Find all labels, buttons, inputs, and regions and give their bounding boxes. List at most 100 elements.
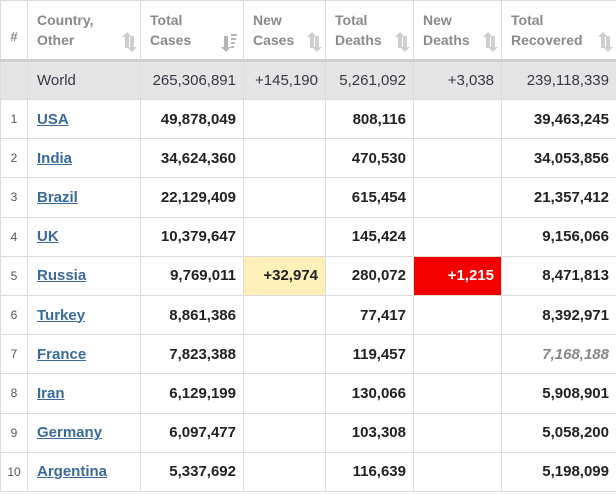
rank-cell: 10 — [0, 451, 28, 492]
country-link[interactable]: Germany — [37, 424, 103, 442]
country-cell: Germany — [27, 412, 141, 453]
rank-cell: 6 — [0, 294, 28, 336]
column-header-total-cases[interactable]: Total Cases — [140, 0, 244, 62]
country-cell: France — [27, 334, 141, 375]
sort-icon[interactable] — [598, 32, 613, 52]
total-recovered-cell: 5,198,099 — [501, 451, 616, 492]
table-row: 10 Argentina 5,337,692 116,639 5,198,099 — [0, 451, 616, 492]
country-link[interactable]: Russia — [37, 267, 87, 285]
total-recovered-cell: 239,118,339 — [501, 60, 616, 100]
total-deaths-cell: 145,424 — [325, 216, 414, 257]
total-deaths-cell: 280,072 — [325, 255, 414, 296]
country-cell: Turkey — [27, 294, 141, 336]
new-cases-cell: +145,190 — [243, 60, 326, 100]
sort-descending-icon[interactable] — [221, 34, 237, 52]
table-header-row: # Country, Other Total Cases New Cases T… — [0, 0, 616, 62]
rank-cell: 2 — [0, 138, 28, 179]
table-row: 6 Turkey 8,861,386 77,417 8,392,971 — [0, 294, 616, 336]
total-cases-cell: 5,337,692 — [140, 451, 244, 492]
new-deaths-cell — [413, 451, 502, 492]
total-cases-cell: 8,861,386 — [140, 294, 244, 336]
total-recovered-cell: 21,357,412 — [501, 177, 616, 218]
sort-icon[interactable] — [307, 32, 322, 52]
column-header-country[interactable]: Country, Other — [27, 0, 141, 62]
total-cases-cell: 9,769,011 — [140, 255, 244, 296]
rank-cell: 5 — [0, 255, 28, 296]
table-row: 3 Brazil 22,129,409 615,454 21,357,412 — [0, 177, 616, 218]
rank-cell: 3 — [0, 177, 28, 218]
total-recovered-cell: 5,908,901 — [501, 373, 616, 414]
total-deaths-cell: 116,639 — [325, 451, 414, 492]
total-recovered-cell: 39,463,245 — [501, 98, 616, 140]
new-cases-cell — [243, 334, 326, 375]
total-recovered-cell: 9,156,066 — [501, 216, 616, 257]
total-deaths-cell: 119,457 — [325, 334, 414, 375]
column-header-total-deaths[interactable]: Total Deaths — [325, 0, 414, 62]
country-link[interactable]: Brazil — [37, 188, 78, 206]
new-cases-cell — [243, 451, 326, 492]
total-cases-cell: 265,306,891 — [140, 60, 244, 100]
column-header-total-recovered[interactable]: Total Recovered — [501, 0, 616, 62]
country-link[interactable]: UK — [37, 228, 59, 246]
country-cell: Russia — [27, 255, 141, 296]
country-link[interactable]: France — [37, 345, 87, 363]
new-deaths-cell: +3,038 — [413, 60, 502, 100]
total-recovered-cell: 5,058,200 — [501, 412, 616, 453]
new-deaths-cell — [413, 373, 502, 414]
total-cases-cell: 6,129,199 — [140, 373, 244, 414]
sort-icon[interactable] — [483, 32, 498, 52]
new-cases-cell — [243, 98, 326, 140]
table-row: 7 France 7,823,388 119,457 7,168,188 — [0, 334, 616, 375]
country-cell: Brazil — [27, 177, 141, 218]
total-cases-cell: 10,379,647 — [140, 216, 244, 257]
new-cases-cell — [243, 294, 326, 336]
table-row: 4 UK 10,379,647 145,424 9,156,066 — [0, 216, 616, 257]
total-recovered-cell: 34,053,856 — [501, 138, 616, 179]
column-header-new-deaths[interactable]: New Deaths — [413, 0, 502, 62]
country-cell: USA — [27, 98, 141, 140]
rank-cell: 4 — [0, 216, 28, 257]
country-cell: World — [27, 60, 141, 100]
total-deaths-cell: 5,261,092 — [325, 60, 414, 100]
total-deaths-cell: 130,066 — [325, 373, 414, 414]
total-cases-cell: 49,878,049 — [140, 98, 244, 140]
new-deaths-cell — [413, 412, 502, 453]
total-deaths-cell: 470,530 — [325, 138, 414, 179]
rank-cell: 7 — [0, 334, 28, 375]
table-row: 9 Germany 6,097,477 103,308 5,058,200 — [0, 412, 616, 453]
new-cases-cell — [243, 138, 326, 179]
new-deaths-cell — [413, 334, 502, 375]
column-header-rank[interactable]: # — [0, 0, 28, 62]
country-link[interactable]: India — [37, 149, 73, 167]
country-link[interactable]: Turkey — [37, 306, 86, 324]
new-deaths-cell — [413, 177, 502, 218]
new-cases-cell — [243, 373, 326, 414]
total-recovered-cell: 7,168,188 — [501, 334, 616, 375]
total-recovered-cell: 8,392,971 — [501, 294, 616, 336]
country-link[interactable]: Iran — [37, 384, 65, 402]
new-cases-cell — [243, 216, 326, 257]
new-cases-cell — [243, 177, 326, 218]
rank-cell — [0, 60, 28, 100]
rank-cell: 8 — [0, 373, 28, 414]
new-cases-cell — [243, 412, 326, 453]
column-header-new-cases[interactable]: New Cases — [243, 0, 326, 62]
table-row: 5 Russia 9,769,011 +32,974 280,072 +1,215 8,47… — [0, 255, 616, 296]
sort-icon[interactable] — [395, 32, 410, 52]
rank-cell: 9 — [0, 412, 28, 453]
world-total-row: World 265,306,891 +145,190 5,261,092 +3,… — [0, 60, 616, 100]
total-cases-cell: 6,097,477 — [140, 412, 244, 453]
country-cell: Argentina — [27, 451, 141, 492]
total-deaths-cell: 103,308 — [325, 412, 414, 453]
country-link[interactable]: USA — [37, 110, 69, 128]
rank-cell: 1 — [0, 98, 28, 140]
country-link[interactable]: Argentina — [37, 463, 108, 481]
total-deaths-cell: 77,417 — [325, 294, 414, 336]
total-deaths-cell: 615,454 — [325, 177, 414, 218]
new-cases-cell: +32,974 — [243, 255, 326, 296]
new-deaths-cell: +1,215 — [413, 255, 502, 296]
total-cases-cell: 34,624,360 — [140, 138, 244, 179]
new-deaths-cell — [413, 294, 502, 336]
sort-icon[interactable] — [122, 32, 137, 52]
